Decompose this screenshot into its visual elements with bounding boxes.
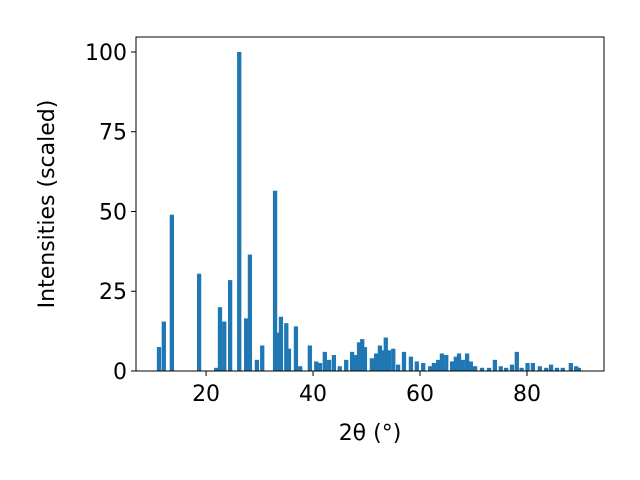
y-axis-label: Intensities (scaled) [35, 100, 60, 309]
bar [298, 366, 303, 371]
bar [479, 367, 485, 371]
bar [391, 348, 396, 371]
x-tick-label: 80 [513, 382, 541, 407]
bar [286, 348, 292, 371]
bar [431, 363, 437, 371]
bar [460, 359, 465, 371]
bar [356, 342, 362, 371]
bar [519, 367, 524, 371]
bar [362, 347, 368, 371]
bar [544, 367, 549, 371]
bar [574, 366, 579, 371]
bar [169, 214, 174, 371]
plot-frame [135, 36, 605, 372]
bar [222, 321, 227, 371]
bar [401, 351, 407, 371]
bar [498, 366, 503, 371]
bar [161, 321, 166, 371]
bar [260, 345, 265, 371]
bar [244, 318, 249, 371]
y-tick-label: 100 [85, 41, 127, 66]
bar [317, 363, 323, 371]
bar [360, 339, 365, 371]
bar [272, 190, 278, 371]
bar [314, 361, 319, 371]
bar [439, 353, 445, 371]
bar [369, 358, 375, 371]
bar [196, 273, 202, 371]
bar [576, 367, 582, 371]
bar [386, 350, 392, 371]
bar [444, 355, 449, 371]
bar [227, 280, 233, 371]
bar [278, 316, 284, 371]
bar [353, 355, 358, 371]
bar [525, 363, 530, 371]
bar [537, 366, 542, 371]
bar [453, 356, 458, 371]
bar [428, 366, 433, 371]
bar [568, 363, 573, 371]
bar [436, 359, 441, 371]
bar [456, 353, 462, 371]
bar [254, 359, 260, 371]
bar [326, 359, 332, 371]
bar [472, 366, 478, 371]
bar [214, 367, 219, 371]
bar [377, 345, 383, 371]
bar [247, 254, 253, 371]
y-tick-label: 25 [99, 280, 127, 305]
bar [322, 351, 327, 371]
bar [554, 367, 560, 371]
bar [156, 347, 162, 371]
bar [509, 364, 515, 371]
y-tick-label: 50 [99, 200, 127, 225]
bar [449, 361, 455, 371]
bar [468, 361, 473, 371]
bar [331, 355, 337, 371]
bar [374, 353, 379, 371]
bar [560, 367, 565, 371]
bar [395, 364, 401, 371]
y-tick-label: 75 [99, 121, 127, 146]
bar [486, 367, 492, 371]
bar [380, 350, 386, 371]
bar [307, 345, 312, 371]
bar [237, 51, 242, 371]
bar [383, 337, 388, 371]
bar [284, 323, 289, 371]
bar [293, 326, 299, 371]
bar [514, 351, 519, 371]
bar [408, 356, 414, 371]
bar [503, 367, 509, 371]
bar [337, 366, 342, 371]
y-tick-label: 0 [113, 360, 127, 385]
bar [344, 359, 349, 371]
bar [530, 363, 536, 371]
bar [421, 363, 426, 371]
bar [276, 332, 281, 371]
bar [492, 359, 498, 371]
bar [414, 361, 419, 371]
x-tick-label: 60 [406, 382, 434, 407]
bar [548, 364, 554, 371]
bar [217, 307, 223, 371]
bar [349, 351, 355, 371]
x-tick-label: 40 [299, 382, 327, 407]
bar [464, 353, 470, 371]
x-tick-label: 20 [192, 382, 220, 407]
x-axis-label: 2θ (°) [339, 421, 402, 446]
